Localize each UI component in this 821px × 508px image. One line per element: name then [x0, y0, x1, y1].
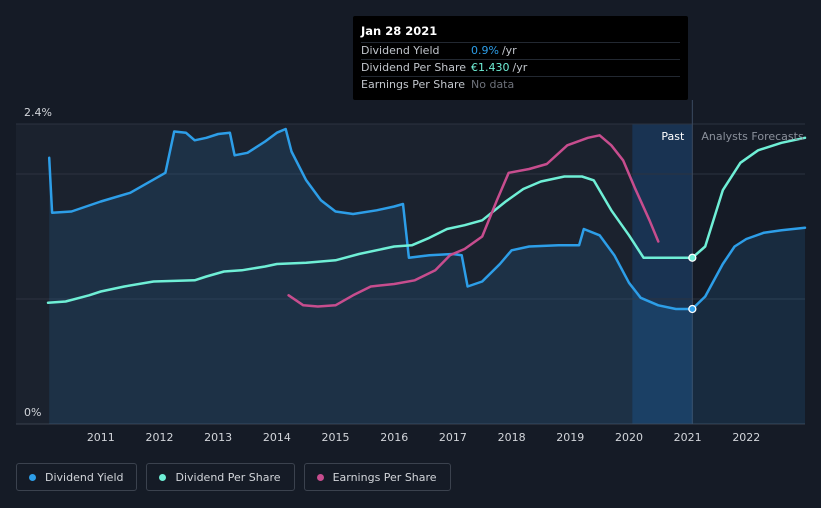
x-tick-label: 2013 — [204, 431, 232, 444]
tooltip: Jan 28 2021 Dividend Yield 0.9%/yr Divid… — [353, 16, 688, 100]
gridlines — [16, 100, 805, 425]
x-tick-label: 2015 — [322, 431, 350, 444]
legend-dot-icon — [29, 473, 36, 481]
legend-item-earnings-per-share[interactable]: Earnings Per Share — [303, 463, 451, 491]
tooltip-value: €1.430 — [471, 61, 510, 74]
tooltip-label: Earnings Per Share — [361, 78, 466, 91]
forecast-label: Analysts Forecasts — [701, 130, 804, 143]
series-group — [46, 127, 807, 424]
tooltip-unit: /yr — [501, 44, 517, 57]
tooltip-date: Jan 28 2021 — [361, 24, 438, 38]
x-tick-label: 2020 — [615, 431, 643, 444]
legend-label: Dividend Per Share — [175, 470, 281, 484]
legend-dot-icon — [316, 473, 324, 481]
tooltip-markers — [688, 253, 697, 314]
tooltip-value: No data — [471, 78, 515, 91]
x-tick-label: 2021 — [674, 431, 702, 444]
tooltip-row-yield: Dividend Yield 0.9%/yr — [361, 42, 680, 59]
x-tick-label: 2016 — [380, 431, 408, 444]
tooltip-value: 0.9% — [471, 44, 499, 57]
legend-item-dividend-yield[interactable]: Dividend Yield — [16, 463, 138, 491]
x-tick-label: 2019 — [556, 431, 584, 444]
tooltip-unit: /yr — [512, 61, 528, 74]
x-tick-label: 2018 — [498, 431, 526, 444]
y-tick-top: 2.4% — [24, 106, 52, 119]
series-line-2 — [287, 134, 660, 308]
x-tick-label: 2012 — [145, 431, 173, 444]
x-axis: 2011 2012 2013 2014 2015 2016 2017 2018 2019 2020… — [87, 431, 761, 444]
x-tick-label: 2011 — [87, 431, 115, 444]
marker-point-1 — [688, 253, 697, 262]
tooltip-label: Dividend Yield — [361, 44, 440, 57]
series-line-1 — [46, 136, 807, 305]
past-label: Past — [661, 130, 685, 143]
x-tick-label: 2017 — [439, 431, 467, 444]
legend: Dividend Yield Dividend Per Share Earnin… — [16, 463, 451, 491]
x-tick-label: 2014 — [263, 431, 291, 444]
legend-dot-icon — [159, 473, 167, 481]
series-area — [49, 129, 805, 424]
y-tick-bottom: 0% — [24, 406, 41, 419]
tooltip-row-dps: Dividend Per Share €1.430/yr — [361, 59, 680, 76]
marker-point-0 — [688, 304, 697, 314]
series-line-0 — [47, 127, 807, 311]
legend-item-dividend-per-share[interactable]: Dividend Per Share — [146, 463, 295, 491]
legend-label: Dividend Yield — [45, 470, 124, 484]
x-tick-label: 2022 — [732, 431, 760, 444]
tooltip-row-eps: Earnings Per Share No data — [361, 76, 680, 93]
legend-label: Earnings Per Share — [332, 470, 437, 484]
tooltip-label: Dividend Per Share — [361, 61, 467, 74]
